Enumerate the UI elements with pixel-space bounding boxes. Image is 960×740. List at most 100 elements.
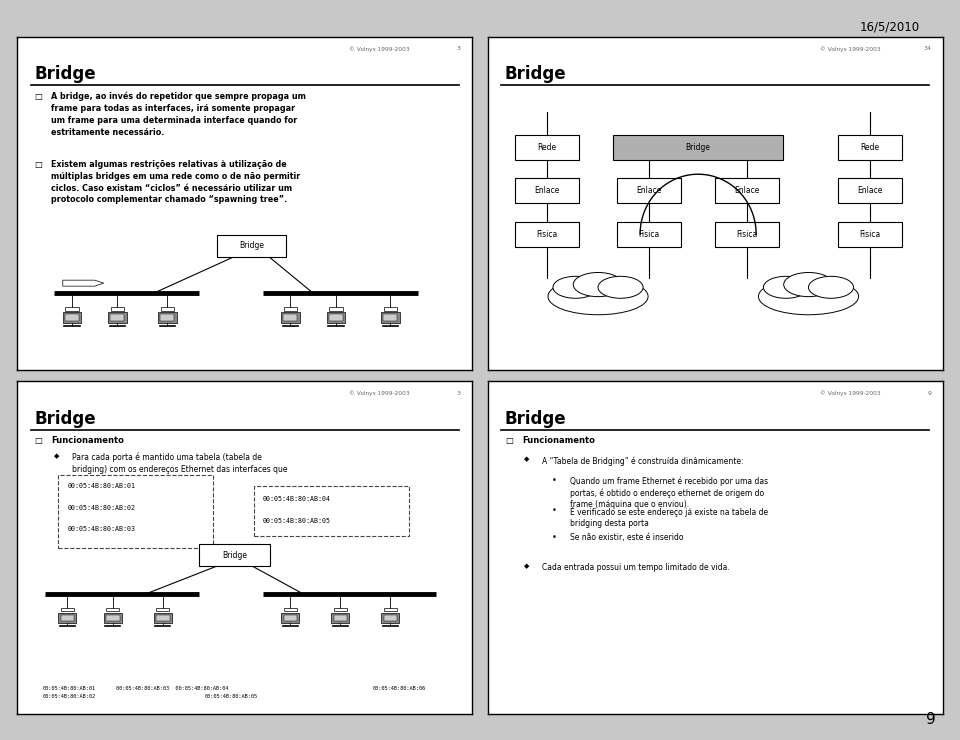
Text: ◆: ◆ — [524, 457, 530, 462]
Text: Fisica: Fisica — [736, 229, 757, 238]
Text: © Volnys 1999-2003: © Volnys 1999-2003 — [349, 391, 410, 397]
Bar — [384, 615, 397, 621]
Text: •: • — [551, 477, 556, 485]
Text: © Volnys 1999-2003: © Volnys 1999-2003 — [820, 391, 880, 397]
Bar — [329, 314, 343, 320]
Bar — [612, 135, 783, 160]
Text: Enlace: Enlace — [534, 186, 560, 195]
Text: A “Tabela de Bridging” é construída dinâmicamente:: A “Tabela de Bridging” é construída dinâ… — [542, 457, 744, 465]
Text: Se não existir, este é inserido: Se não existir, este é inserido — [569, 533, 684, 542]
Text: É verificado se este endereço já existe na tabela de
bridging desta porta: É verificado se este endereço já existe … — [569, 506, 768, 528]
Bar — [62, 312, 82, 323]
Bar — [384, 307, 397, 311]
Text: 00:05:4B:80:AB:05: 00:05:4B:80:AB:05 — [204, 694, 257, 699]
Bar — [65, 307, 79, 311]
Text: Fisica: Fisica — [537, 229, 558, 238]
Ellipse shape — [758, 278, 858, 314]
Text: Funcionamento: Funcionamento — [522, 437, 594, 445]
Text: Enlace: Enlace — [857, 186, 882, 195]
Text: Bridge: Bridge — [239, 241, 264, 250]
Ellipse shape — [573, 272, 623, 297]
Bar — [838, 178, 901, 204]
Bar — [60, 608, 74, 611]
Text: Funcionamento: Funcionamento — [52, 437, 124, 445]
Ellipse shape — [548, 278, 648, 314]
Text: 00:05:4B:80:AB:04: 00:05:4B:80:AB:04 — [263, 497, 331, 502]
Text: 9: 9 — [927, 391, 931, 396]
Text: Existem algumas restrições relativas à utilização de
múltiplas bridges em uma re: Existem algumas restrições relativas à u… — [52, 160, 300, 204]
Bar — [160, 307, 174, 311]
Text: 3: 3 — [457, 391, 461, 396]
Text: □: □ — [35, 437, 42, 445]
Bar — [154, 613, 172, 623]
Bar — [107, 615, 120, 621]
Text: 16/5/2010: 16/5/2010 — [859, 21, 920, 34]
Text: Cada entrada possui um tempo limitado de vida.: Cada entrada possui um tempo limitado de… — [542, 562, 730, 572]
Bar — [838, 135, 901, 160]
Bar — [253, 486, 409, 536]
Bar — [218, 235, 286, 257]
Bar — [283, 307, 297, 311]
Bar — [384, 608, 396, 611]
Text: 34: 34 — [924, 47, 931, 51]
Bar — [200, 545, 270, 566]
Text: © Volnys 1999-2003: © Volnys 1999-2003 — [820, 47, 880, 52]
Bar — [104, 613, 122, 623]
Text: □: □ — [35, 92, 42, 101]
Text: Fisica: Fisica — [859, 229, 880, 238]
Bar — [107, 608, 119, 611]
Ellipse shape — [808, 276, 853, 298]
Bar — [110, 307, 124, 311]
Bar — [281, 613, 300, 623]
Text: Quando um frame Ethernet é recebido por uma das
portas, é obtido o endereço ethe: Quando um frame Ethernet é recebido por … — [569, 477, 768, 509]
Bar — [515, 178, 579, 204]
Bar — [715, 221, 779, 246]
Text: ◆: ◆ — [524, 562, 530, 569]
Bar — [331, 613, 349, 623]
Text: Bridge: Bridge — [505, 65, 566, 84]
Bar — [284, 608, 297, 611]
Text: Bridge: Bridge — [35, 410, 96, 428]
Bar — [281, 312, 300, 323]
Text: Bridge: Bridge — [222, 551, 247, 559]
Text: ◆: ◆ — [54, 453, 60, 459]
Text: •: • — [551, 533, 556, 542]
Text: 00:05:4B:80:AB:02: 00:05:4B:80:AB:02 — [67, 505, 135, 511]
Bar — [381, 312, 399, 323]
Text: 00:05:4B:80:AB:01: 00:05:4B:80:AB:01 — [67, 483, 135, 489]
Text: Bridge: Bridge — [35, 65, 96, 84]
Bar — [334, 615, 348, 621]
Bar — [283, 314, 298, 320]
Ellipse shape — [783, 272, 833, 297]
Bar — [383, 314, 397, 320]
Bar — [381, 613, 399, 623]
Text: •: • — [551, 506, 556, 515]
Text: □: □ — [35, 160, 42, 169]
Text: © Volnys 1999-2003: © Volnys 1999-2003 — [349, 47, 410, 52]
Bar — [59, 474, 213, 548]
Text: 00:05:4B:80:AB:03  00:05:4B:80:AB:04: 00:05:4B:80:AB:03 00:05:4B:80:AB:04 — [116, 686, 228, 691]
Bar — [160, 314, 175, 320]
Ellipse shape — [553, 276, 598, 298]
Bar — [65, 314, 79, 320]
Text: 00:05:4B:80:AB:01: 00:05:4B:80:AB:01 — [43, 686, 96, 691]
Text: 00:05:4B:80:AB:02: 00:05:4B:80:AB:02 — [43, 694, 96, 699]
Bar — [59, 613, 76, 623]
Text: Rede: Rede — [860, 143, 879, 152]
Bar — [329, 307, 343, 311]
Bar — [156, 608, 169, 611]
Bar — [838, 221, 901, 246]
Bar — [617, 178, 681, 204]
Text: A bridge, ao invés do repetidor que sempre propaga um
frame para todas as interf: A bridge, ao invés do repetidor que semp… — [52, 92, 306, 137]
Text: Bridge: Bridge — [685, 143, 710, 152]
Text: 9: 9 — [926, 712, 936, 727]
Ellipse shape — [763, 276, 808, 298]
Bar — [60, 615, 74, 621]
Ellipse shape — [598, 276, 643, 298]
Bar — [283, 615, 297, 621]
Text: 00:05:4B:80:AB:06: 00:05:4B:80:AB:06 — [372, 686, 426, 691]
Bar — [158, 312, 177, 323]
Text: 00:05:4B:80:AB:05: 00:05:4B:80:AB:05 — [263, 518, 331, 524]
Bar — [326, 312, 345, 323]
Text: Enlace: Enlace — [636, 186, 661, 195]
